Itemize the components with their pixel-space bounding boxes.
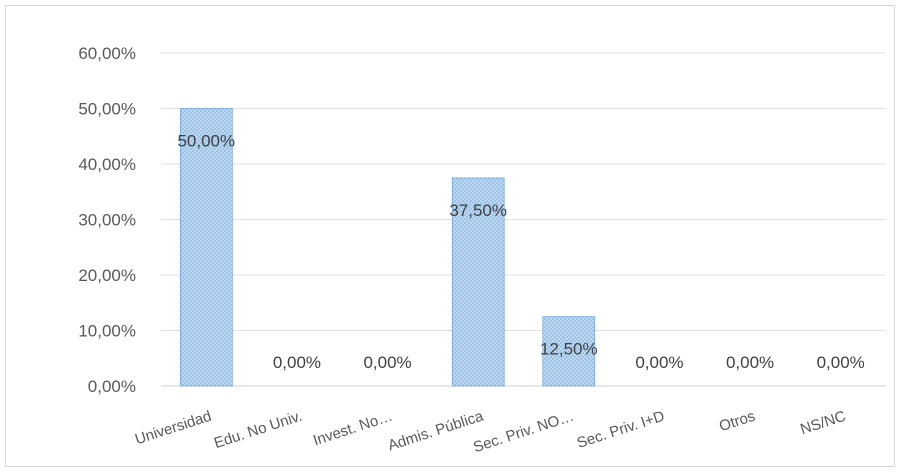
y-tick-label: 20,00%	[78, 266, 136, 285]
data-label: 0,00%	[635, 353, 683, 372]
bar-chart: 0,00% 10,00% 20,00% 30,00% 40,00% 50,00% 60,00…	[78, 44, 886, 456]
gridlines	[161, 52, 886, 387]
x-tick-label: Edu. No Univ.	[212, 408, 304, 452]
data-label: 0,00%	[363, 353, 411, 372]
data-label: 0,00%	[726, 353, 774, 372]
x-tick-label: Sec. Priv. NO…	[471, 408, 576, 457]
y-tick-label: 50,00%	[78, 100, 136, 119]
y-tick-label: 10,00%	[78, 322, 136, 341]
data-label: 0,00%	[273, 353, 321, 372]
bars	[180, 108, 596, 387]
x-tick-label: Admis. Pública	[386, 407, 486, 454]
bar	[542, 316, 596, 387]
data-label: 37,50%	[449, 201, 507, 220]
bar	[451, 177, 505, 387]
data-label: 12,50%	[540, 340, 598, 359]
chart-container: 0,00% 10,00% 20,00% 30,00% 40,00% 50,00% 60,00…	[5, 5, 895, 467]
x-tick-label: Invest. No…	[311, 408, 395, 450]
y-axis: 0,00% 10,00% 20,00% 30,00% 40,00% 50,00% 60,00…	[78, 44, 136, 396]
x-tick-label: Universidad	[133, 408, 214, 449]
data-labels: 50,00% 0,00% 0,00% 37,50% 12,50% 0,00% 0,00% 0,…	[177, 132, 864, 373]
y-tick-label: 60,00%	[78, 44, 136, 63]
x-tick-label: NS/NC	[798, 408, 848, 439]
x-tick-label: Sec. Priv. I+D	[575, 408, 667, 452]
data-label: 50,00%	[177, 132, 235, 151]
x-tick-label: Otros	[717, 408, 757, 436]
data-label: 0,00%	[817, 353, 865, 372]
y-tick-label: 30,00%	[78, 211, 136, 230]
y-tick-label: 0,00%	[88, 377, 136, 396]
bar	[180, 108, 233, 387]
y-tick-label: 40,00%	[78, 155, 136, 174]
